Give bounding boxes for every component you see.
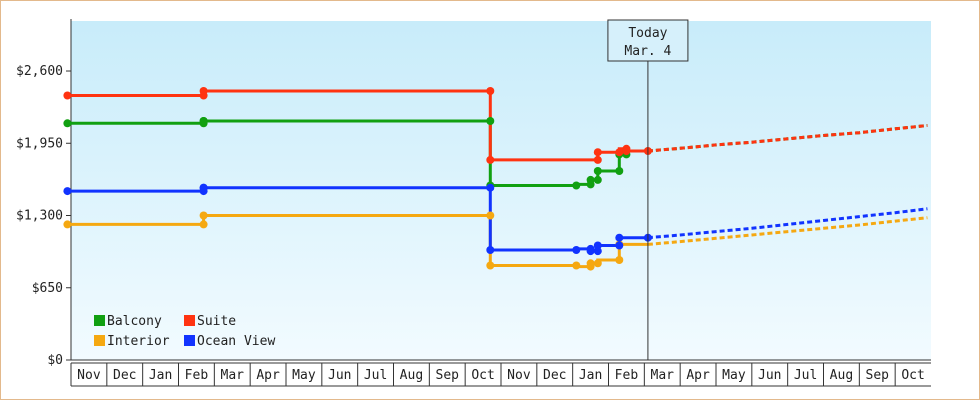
legend-label-ocean-view: Ocean View bbox=[197, 334, 275, 349]
today-label-box bbox=[607, 19, 689, 62]
y-tick-label: $1,300 bbox=[16, 209, 63, 224]
series-forecast-interior bbox=[647, 216, 928, 246]
x-tick-label: Apr bbox=[686, 368, 710, 383]
data-point-ocean-view bbox=[486, 183, 495, 192]
data-point-suite bbox=[593, 155, 602, 164]
x-tick-label: Dec bbox=[543, 368, 566, 383]
x-tick-label: Jun bbox=[328, 368, 351, 383]
x-tick-label: May bbox=[722, 368, 746, 383]
legend-label-suite: Suite bbox=[197, 314, 236, 329]
data-point-ocean-view bbox=[63, 187, 72, 196]
axes-layer: $0 $650 $1,300 $1,950 $2,600 Nov Dec Jan Feb Mar A… bbox=[16, 19, 931, 387]
data-point-balcony bbox=[586, 175, 595, 184]
x-tick-label: Jul bbox=[794, 368, 817, 383]
data-point-interior bbox=[486, 261, 495, 270]
data-point-interior bbox=[199, 220, 208, 229]
legend-swatch-balcony bbox=[94, 315, 105, 326]
data-point-interior bbox=[199, 211, 208, 220]
x-tick-label: Mar bbox=[221, 368, 245, 383]
x-tick-label: Nov bbox=[507, 368, 531, 383]
data-point-suite bbox=[593, 148, 602, 157]
data-point-suite bbox=[199, 87, 208, 95]
data-point-suite bbox=[486, 87, 495, 95]
data-point-interior bbox=[586, 259, 595, 268]
x-tick-label: Jun bbox=[758, 368, 781, 383]
data-point-balcony bbox=[486, 117, 495, 125]
data-point-suite bbox=[622, 147, 631, 155]
data-point-suite bbox=[63, 91, 72, 100]
data-point-suite bbox=[615, 148, 624, 157]
data-point-balcony bbox=[199, 117, 208, 125]
data-point-balcony bbox=[615, 167, 624, 175]
legend-swatch-ocean-view bbox=[184, 335, 195, 346]
data-point-interior bbox=[486, 211, 495, 220]
y-tick-label: $1,950 bbox=[16, 136, 63, 151]
x-tick-label: Mar bbox=[651, 368, 675, 383]
series-forecast-ocean-view bbox=[647, 207, 928, 240]
data-point-ocean-view bbox=[572, 246, 581, 254]
data-point-balcony bbox=[63, 119, 72, 128]
data-point-ocean-view bbox=[486, 246, 495, 254]
data-point-balcony bbox=[572, 181, 581, 190]
x-tick-label: Dec bbox=[113, 368, 136, 383]
plot-background bbox=[71, 21, 931, 360]
x-tick-label: Jan bbox=[579, 368, 602, 383]
data-point-interior bbox=[572, 261, 581, 270]
legend-swatch-interior bbox=[94, 335, 105, 346]
x-tick-label: Sep bbox=[436, 368, 460, 383]
x-tick-label: Jan bbox=[149, 368, 172, 383]
data-point-interior bbox=[63, 220, 72, 229]
x-tick-label: Jul bbox=[364, 368, 387, 383]
data-point-ocean-view bbox=[615, 241, 624, 250]
data-point-suite bbox=[486, 155, 495, 164]
data-point-ocean-view bbox=[586, 247, 595, 256]
data-point-ocean-view bbox=[593, 241, 602, 250]
legend-swatch-suite bbox=[184, 315, 195, 326]
today-label-line1: Today bbox=[628, 26, 667, 41]
data-point-balcony bbox=[593, 175, 602, 184]
data-point-balcony bbox=[593, 167, 602, 175]
x-tick-label: Aug bbox=[830, 368, 853, 383]
x-tick-label: Feb bbox=[185, 368, 209, 383]
y-tick-label: $650 bbox=[32, 281, 63, 296]
data-point-interior bbox=[615, 256, 624, 264]
x-tick-label: Oct bbox=[901, 368, 924, 383]
series-forecast-suite bbox=[647, 124, 928, 153]
y-tick-label: $2,600 bbox=[16, 64, 63, 79]
data-point-ocean-view bbox=[593, 247, 602, 256]
x-tick-label: May bbox=[292, 368, 316, 383]
today-label-line2: Mar. 4 bbox=[624, 44, 671, 59]
x-tick-label: Feb bbox=[615, 368, 639, 383]
x-tick-label: Sep bbox=[866, 368, 890, 383]
data-point-interior bbox=[593, 259, 602, 268]
legend: Balcony Suite Interior Ocean View bbox=[94, 314, 275, 349]
series-layer bbox=[63, 87, 928, 271]
legend-label-balcony: Balcony bbox=[107, 314, 162, 329]
x-tick-label: Oct bbox=[471, 368, 494, 383]
data-point-ocean-view bbox=[199, 183, 208, 192]
x-tick-label: Apr bbox=[256, 368, 280, 383]
x-tick-label: Nov bbox=[77, 368, 101, 383]
x-tick-label: Aug bbox=[400, 368, 423, 383]
today-marker: Today Mar. 4 bbox=[607, 19, 689, 360]
data-point-ocean-view bbox=[615, 233, 624, 242]
y-tick-label: $0 bbox=[47, 353, 63, 368]
legend-label-interior: Interior bbox=[107, 334, 170, 349]
